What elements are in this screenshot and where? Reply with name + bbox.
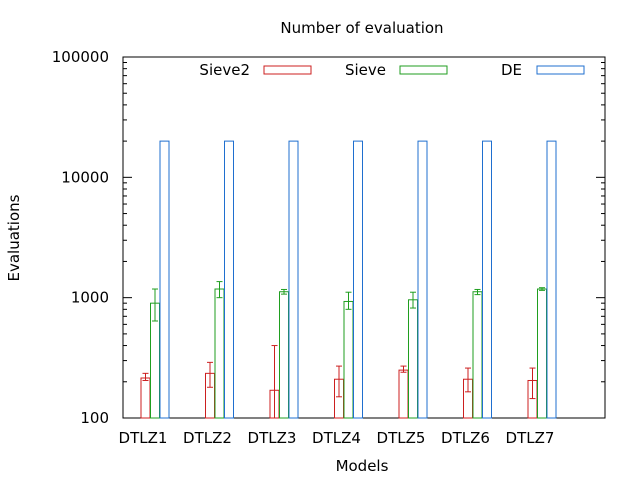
plot-area: 100 1000 10000 100000 DTLZ1 DTLZ2 DTLZ3 DTLZ4 DT… [52, 48, 606, 447]
bar-sieve2 [398, 369, 409, 419]
bar-sieve [279, 291, 289, 419]
x-tick-label: DTLZ1 [119, 429, 168, 447]
x-tick-label: DTLZ3 [248, 429, 297, 447]
y-tick-label: 100000 [52, 48, 109, 66]
plot-frame [122, 56, 606, 419]
legend-label-sieve2: Sieve2 [199, 61, 250, 79]
bar-de [288, 140, 299, 419]
y-tick-label: 1000 [71, 289, 109, 307]
x-tick-label: DTLZ2 [183, 429, 232, 447]
bar-sieve [408, 299, 418, 419]
x-tick-label: DTLZ4 [312, 429, 361, 447]
bar-sieve2 [140, 377, 151, 419]
bar-sieve [537, 288, 547, 419]
x-axis-label: Models [336, 457, 389, 475]
legend: Sieve2 Sieve DE [199, 61, 585, 79]
bar-de [482, 140, 492, 419]
bar-de [159, 140, 170, 419]
chart-title: Number of evaluation [280, 19, 443, 37]
bar-sieve [214, 288, 225, 419]
y-tick-label: 100 [80, 409, 109, 427]
bar-de [546, 140, 557, 419]
legend-swatch-sieve [399, 65, 448, 75]
legend-swatch-sieve2 [263, 65, 312, 75]
bar-de [417, 140, 428, 419]
legend-label-de: DE [501, 61, 522, 79]
legend-label-sieve: Sieve [345, 61, 386, 79]
y-tick-label: 10000 [61, 168, 109, 186]
bar-sieve [472, 291, 483, 419]
x-tick-label: DTLZ5 [377, 429, 426, 447]
legend-swatch-de [536, 65, 585, 75]
x-tick-label: DTLZ7 [506, 429, 555, 447]
y-axis-label: Evaluations [5, 194, 23, 281]
bar-sieve [343, 300, 354, 419]
bar-de [224, 140, 234, 419]
x-tick-label: DTLZ6 [441, 429, 490, 447]
bar-de [353, 140, 363, 419]
